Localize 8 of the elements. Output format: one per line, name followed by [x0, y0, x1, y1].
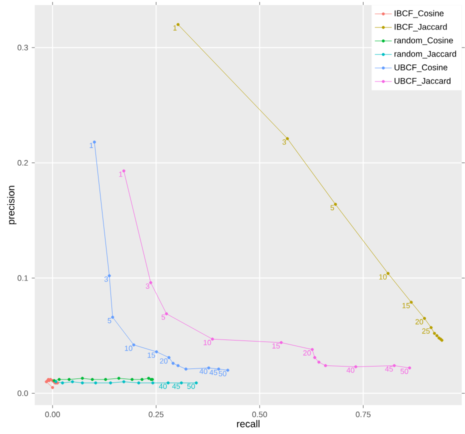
legend-label: UBCF_Cosine: [394, 64, 448, 72]
legend-label: random_Jaccard: [394, 50, 456, 58]
legend-label: UBCF_Jaccard: [394, 78, 450, 86]
x-axis-title: recall: [237, 420, 260, 428]
legend-label: random_Cosine: [394, 37, 453, 45]
y-axis-title: precision: [7, 186, 16, 224]
legend-label: IBCF_Cosine: [394, 10, 444, 18]
legend-label: IBCF_Jaccard: [394, 24, 447, 32]
